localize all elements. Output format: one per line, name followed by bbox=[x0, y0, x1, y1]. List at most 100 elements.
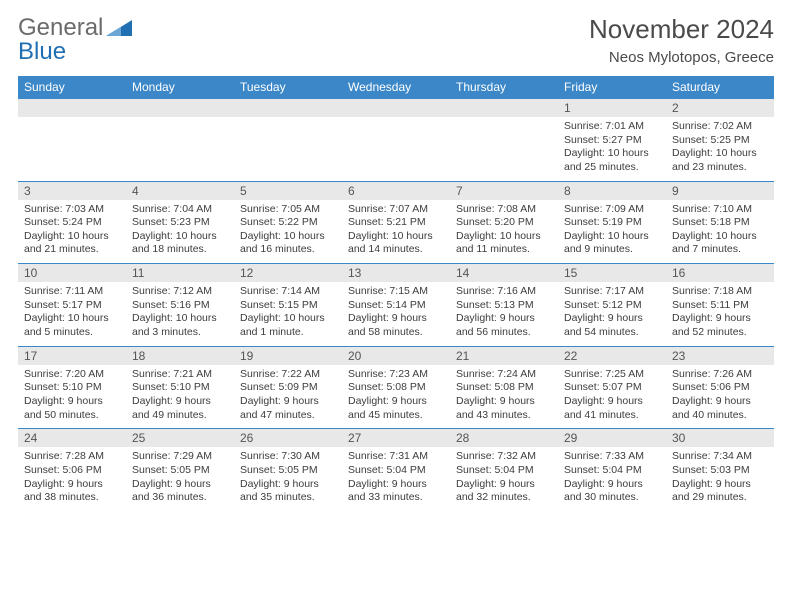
day-line: Sunset: 5:04 PM bbox=[456, 464, 534, 476]
day-line: and 40 minutes. bbox=[672, 409, 747, 421]
day-line: Daylight: 10 hours bbox=[564, 147, 649, 159]
day-line: Daylight: 9 hours bbox=[456, 478, 535, 490]
dayhead-thu: Thursday bbox=[450, 76, 558, 98]
day-line: Sunrise: 7:28 AM bbox=[24, 450, 104, 462]
day-cell: Sunrise: 7:12 AMSunset: 5:16 PMDaylight:… bbox=[126, 282, 234, 346]
dayhead-wed: Wednesday bbox=[342, 76, 450, 98]
day-line: and 25 minutes. bbox=[564, 161, 639, 173]
day-line: Sunrise: 7:02 AM bbox=[672, 120, 752, 132]
day-cell: Sunrise: 7:10 AMSunset: 5:18 PMDaylight:… bbox=[666, 200, 774, 264]
day-line: and 54 minutes. bbox=[564, 326, 639, 338]
day-line: Sunrise: 7:21 AM bbox=[132, 368, 212, 380]
day-line: Sunrise: 7:25 AM bbox=[564, 368, 644, 380]
day-line: and 23 minutes. bbox=[672, 161, 747, 173]
day-number: 12 bbox=[234, 264, 342, 282]
day-line: and 33 minutes. bbox=[348, 491, 423, 503]
day-line: Sunrise: 7:01 AM bbox=[564, 120, 644, 132]
cellsrow: Sunrise: 7:11 AMSunset: 5:17 PMDaylight:… bbox=[18, 282, 774, 346]
day-line: Sunrise: 7:23 AM bbox=[348, 368, 428, 380]
day-cell: Sunrise: 7:18 AMSunset: 5:11 PMDaylight:… bbox=[666, 282, 774, 346]
day-line: Daylight: 10 hours bbox=[672, 230, 757, 242]
day-line: Sunrise: 7:34 AM bbox=[672, 450, 752, 462]
day-line: Sunset: 5:09 PM bbox=[240, 381, 318, 393]
day-number: 5 bbox=[234, 182, 342, 200]
day-number: 4 bbox=[126, 182, 234, 200]
day-line: and 1 minute. bbox=[240, 326, 304, 338]
day-number: 16 bbox=[666, 264, 774, 282]
day-number: 1 bbox=[558, 99, 666, 117]
cellsrow: Sunrise: 7:01 AM Sunset: 5:27 PMDaylight:… bbox=[18, 117, 774, 181]
day-line: Sunrise: 7:26 AM bbox=[672, 368, 752, 380]
day-cell bbox=[18, 117, 126, 181]
day-line: Sunrise: 7:14 AM bbox=[240, 285, 320, 297]
day-line: Sunset: 5:19 PM bbox=[564, 216, 642, 228]
day-line: and 11 minutes. bbox=[456, 243, 530, 255]
day-number bbox=[18, 99, 126, 117]
day-line: and 58 minutes. bbox=[348, 326, 423, 338]
day-cell: Sunrise: 7:33 AMSunset: 5:04 PMDaylight:… bbox=[558, 447, 666, 511]
day-cell: Sunrise: 7:21 AMSunset: 5:10 PMDaylight:… bbox=[126, 365, 234, 429]
day-line: Sunrise: 7:32 AM bbox=[456, 450, 536, 462]
day-cell: Sunrise: 7:31 AMSunset: 5:04 PMDaylight:… bbox=[342, 447, 450, 511]
cellsrow: Sunrise: 7:03 AMSunset: 5:24 PM Daylight:… bbox=[18, 200, 774, 264]
numrow: 24252627282930 bbox=[18, 429, 774, 447]
day-cell: Sunrise: 7:29 AMSunset: 5:05 PMDaylight:… bbox=[126, 447, 234, 511]
day-line: Daylight: 9 hours bbox=[672, 312, 751, 324]
day-line: Sunset: 5:07 PM bbox=[564, 381, 642, 393]
day-line: Sunrise: 7:29 AM bbox=[132, 450, 212, 462]
day-line: Sunset: 5:12 PM bbox=[564, 299, 642, 311]
day-line: Daylight: 10 hours bbox=[240, 230, 325, 242]
day-line: Sunset: 5:06 PM bbox=[672, 381, 750, 393]
day-line: Sunset: 5:20 PM bbox=[456, 216, 534, 228]
day-line: Sunset: 5:10 PM bbox=[24, 381, 102, 393]
day-line: and 16 minutes. bbox=[240, 243, 315, 255]
location: Neos Mylotopos, Greece bbox=[589, 49, 774, 66]
day-line: and 43 minutes. bbox=[456, 409, 531, 421]
day-line: Sunrise: 7:04 AM bbox=[132, 203, 212, 215]
day-cell: Sunrise: 7:24 AMSunset: 5:08 PMDaylight:… bbox=[450, 365, 558, 429]
day-line: Sunrise: 7:03 AM bbox=[24, 203, 104, 215]
day-line: and 56 minutes. bbox=[456, 326, 531, 338]
day-cell: Sunrise: 7:01 AM Sunset: 5:27 PMDaylight:… bbox=[558, 117, 666, 181]
day-line: and 3 minutes. bbox=[132, 326, 201, 338]
day-number: 28 bbox=[450, 429, 558, 447]
week-2: 10111213141516Sunrise: 7:11 AMSunset: 5:… bbox=[18, 263, 774, 346]
day-line: Daylight: 9 hours bbox=[456, 312, 535, 324]
day-line: Sunrise: 7:22 AM bbox=[240, 368, 320, 380]
day-line: Sunrise: 7:08 AM bbox=[456, 203, 536, 215]
day-number: 21 bbox=[450, 347, 558, 365]
day-line: and 50 minutes. bbox=[24, 409, 99, 421]
logo-triangle-icon bbox=[106, 20, 132, 36]
day-line: and 49 minutes. bbox=[132, 409, 207, 421]
day-number: 17 bbox=[18, 347, 126, 365]
day-line: Sunset: 5:10 PM bbox=[132, 381, 210, 393]
day-line: Daylight: 9 hours bbox=[348, 395, 427, 407]
day-line: Sunrise: 7:15 AM bbox=[348, 285, 428, 297]
day-number: 20 bbox=[342, 347, 450, 365]
day-line: Sunset: 5:11 PM bbox=[672, 299, 749, 311]
day-number: 24 bbox=[18, 429, 126, 447]
day-line: Sunset: 5:17 PM bbox=[24, 299, 102, 311]
day-line: and 41 minutes. bbox=[564, 409, 639, 421]
day-line: Sunset: 5:16 PM bbox=[132, 299, 210, 311]
day-line: Daylight: 9 hours bbox=[348, 478, 427, 490]
day-number: 13 bbox=[342, 264, 450, 282]
day-cell bbox=[126, 117, 234, 181]
header: General Blue November 2024 Neos Mylotopo… bbox=[18, 14, 774, 66]
day-line: Sunset: 5:27 PM bbox=[564, 134, 642, 146]
day-cell bbox=[450, 117, 558, 181]
day-number: 23 bbox=[666, 347, 774, 365]
day-line: and 38 minutes. bbox=[24, 491, 99, 503]
day-line: Sunrise: 7:17 AM bbox=[564, 285, 644, 297]
day-number: 10 bbox=[18, 264, 126, 282]
day-cell: Sunrise: 7:25 AMSunset: 5:07 PMDaylight:… bbox=[558, 365, 666, 429]
day-number bbox=[234, 99, 342, 117]
day-number: 29 bbox=[558, 429, 666, 447]
day-line: and 30 minutes. bbox=[564, 491, 639, 503]
day-line: Sunset: 5:24 PM bbox=[24, 216, 102, 228]
day-line: Sunset: 5:04 PM bbox=[348, 464, 426, 476]
day-cell: Sunrise: 7:23 AMSunset: 5:08 PMDaylight:… bbox=[342, 365, 450, 429]
cellsrow: Sunrise: 7:20 AMSunset: 5:10 PMDaylight:… bbox=[18, 365, 774, 429]
day-line: Sunset: 5:05 PM bbox=[132, 464, 210, 476]
day-line: Sunset: 5:13 PM bbox=[456, 299, 534, 311]
